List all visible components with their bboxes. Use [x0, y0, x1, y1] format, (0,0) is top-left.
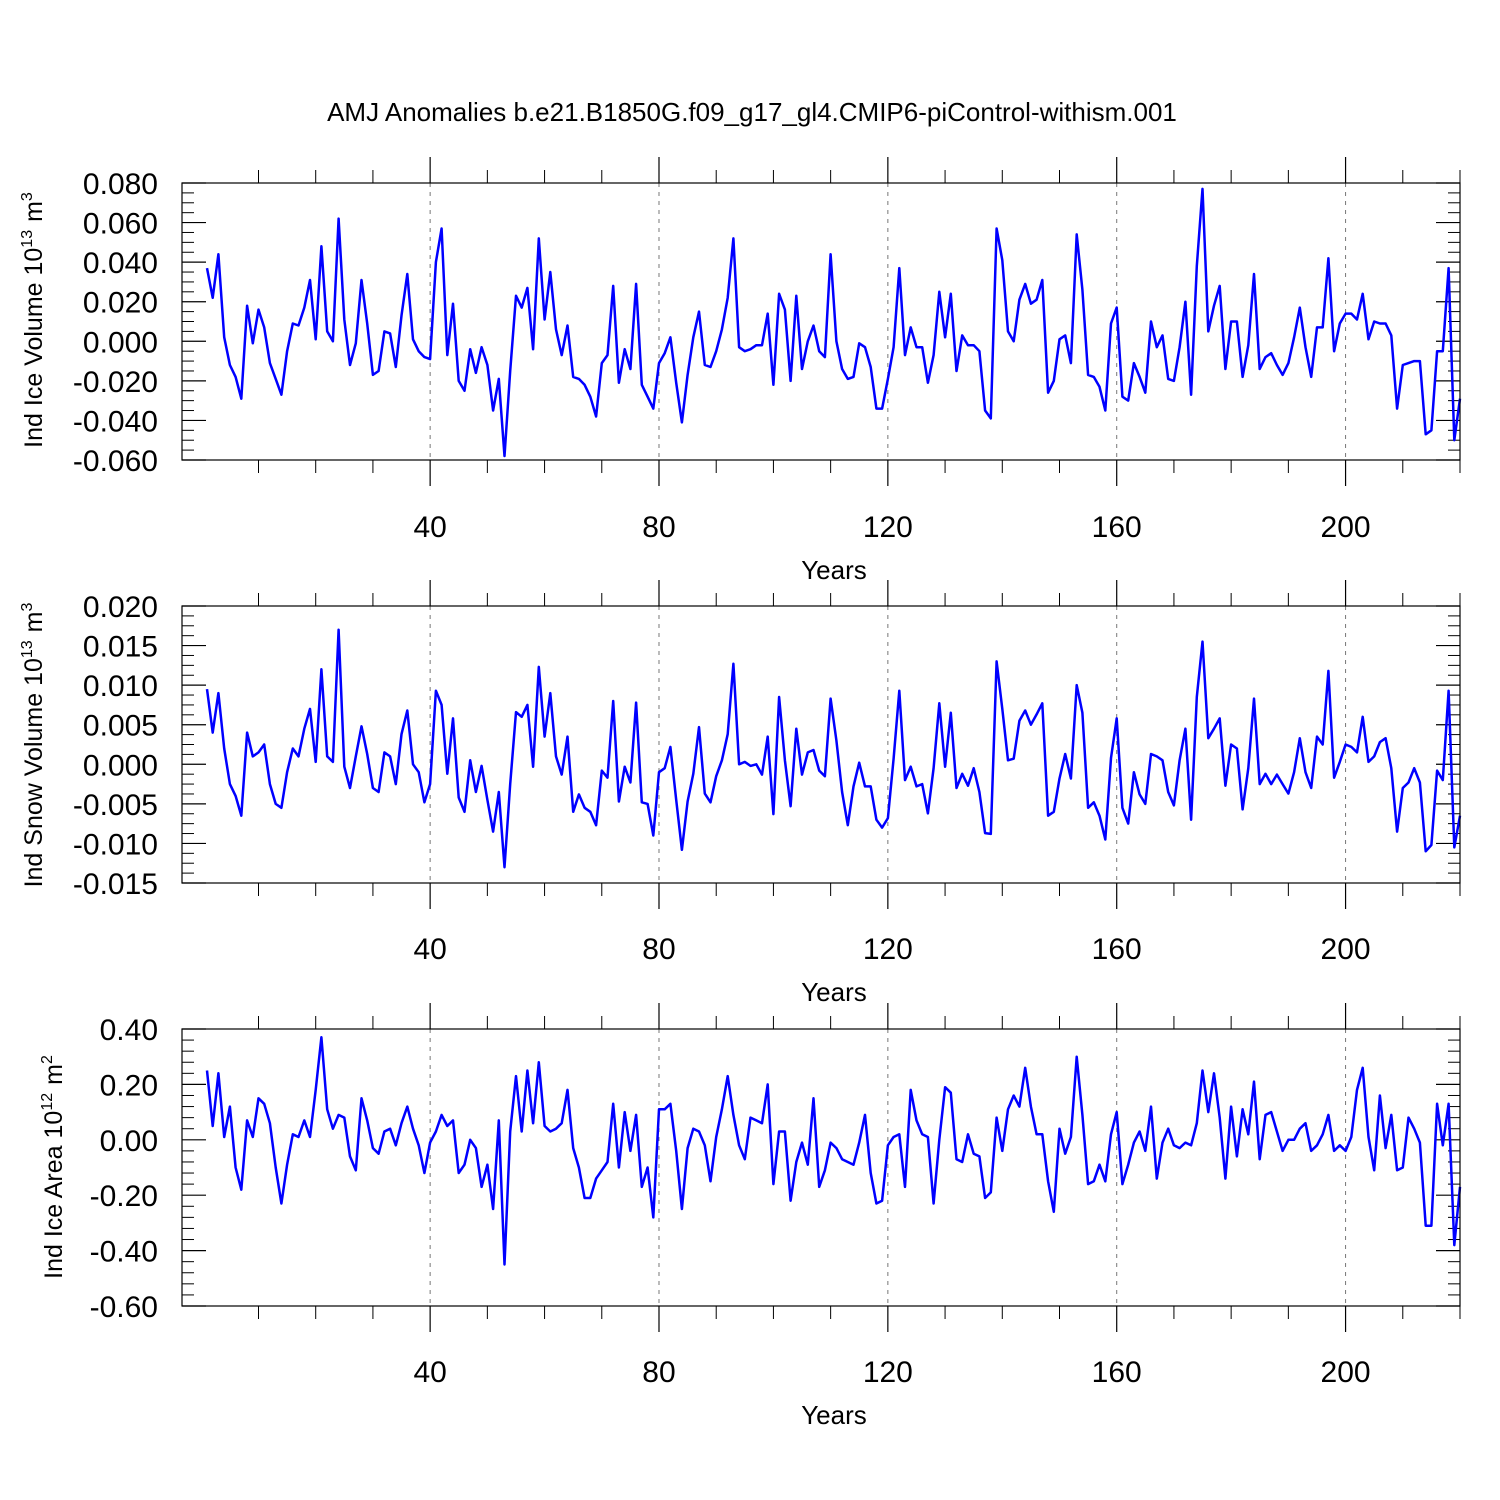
snow-volume-y-label-unit-exponent: 3 — [19, 602, 36, 611]
snow-volume-x-tick-label-120: 120 — [863, 933, 913, 966]
ice-volume-y-label-exponent: 13 — [19, 230, 36, 248]
panel-snow-volume: -0.015 -0.010 -0.005 0.000 0.005 0.010 0.015 0.… — [19, 580, 1462, 1007]
ice-volume-y-tick-label-3: 0.000 — [83, 326, 158, 359]
ice-volume-x-tick-label-200: 200 — [1321, 511, 1371, 544]
panel-snow-volume-y-tick-labels: -0.015 -0.010 -0.005 0.000 0.005 0.010 0.015 0.… — [73, 591, 158, 901]
ice-area-y-tick-label-2: -0.20 — [90, 1180, 158, 1213]
snow-volume-y-tick-label-3: 0.000 — [83, 749, 158, 782]
ice-volume-series-line — [205, 187, 1462, 458]
ice-area-y-tick-label-0: -0.60 — [90, 1291, 158, 1324]
ice-area-x-tick-label-200: 200 — [1321, 1356, 1371, 1389]
ice-area-y-tick-label-4: 0.20 — [100, 1069, 158, 1102]
snow-volume-y-tick-label-5: 0.010 — [83, 670, 158, 703]
ice-volume-y-label-unit: m — [20, 201, 48, 222]
panel-ice-volume-ticks — [182, 157, 1461, 486]
ice-area-y-label-unit: m — [40, 1064, 68, 1085]
ice-area-x-tick-label-120: 120 — [863, 1356, 913, 1389]
ice-volume-y-axis-label: Ind Ice Volume 1013 m3 — [19, 192, 48, 448]
snow-volume-y-tick-label-2: -0.005 — [73, 789, 158, 822]
ice-volume-x-tick-label-160: 160 — [1092, 511, 1142, 544]
snow-volume-y-label-unit: m — [20, 611, 48, 632]
snow-volume-y-label-text: Ind Snow Volume 10 — [20, 658, 48, 887]
snow-volume-y-tick-label-6: 0.015 — [83, 631, 158, 664]
panel-ice-volume-y-tick-labels: -0.060 -0.040 -0.020 0.000 0.020 0.040 0.060 0.… — [73, 168, 158, 478]
ice-volume-y-tick-label-6: 0.060 — [83, 208, 158, 241]
figure-title: AMJ Anomalies b.e21.B1850G.f09_g17_gl4.C… — [327, 97, 1177, 127]
ice-volume-y-label-unit-exponent: 3 — [19, 192, 36, 201]
panel-ice-area-x-tick-labels: 40 80 120 160 200 — [413, 1356, 1370, 1389]
ice-volume-y-tick-label-7: 0.080 — [83, 168, 158, 201]
ice-area-x-axis-label: Years — [801, 1400, 867, 1430]
snow-volume-y-label-exponent: 13 — [19, 640, 36, 658]
snow-volume-y-axis-label: Ind Snow Volume 1013 m3 — [19, 602, 48, 887]
ice-area-y-label-text: Ind Ice Area 10 — [40, 1111, 68, 1279]
snow-volume-y-tick-label-1: -0.010 — [73, 828, 158, 861]
ice-volume-y-tick-label-4: 0.020 — [83, 287, 158, 320]
ice-volume-x-tick-label-120: 120 — [863, 511, 913, 544]
panel-ice-area-y-tick-labels: -0.60 -0.40 -0.20 0.00 0.20 0.40 — [90, 1014, 158, 1324]
panel-ice-volume-frame — [181, 182, 1461, 461]
panel-ice-area: -0.60 -0.40 -0.20 0.00 0.20 0.40 40 80 120 160 20… — [39, 1003, 1462, 1430]
ice-volume-y-tick-label-2: -0.020 — [73, 366, 158, 399]
panel-snow-volume-frame — [181, 605, 1461, 884]
ice-volume-x-axis-label: Years — [801, 555, 867, 585]
ice-area-series-line — [205, 1036, 1462, 1266]
panel-ice-volume: -0.060 -0.040 -0.020 0.000 0.020 0.040 0.060 0.… — [19, 157, 1462, 585]
snow-volume-x-tick-label-200: 200 — [1321, 933, 1371, 966]
ice-area-y-tick-label-3: 0.00 — [100, 1125, 158, 1158]
panel-snow-volume-ticks — [182, 580, 1461, 909]
ice-area-x-tick-label-160: 160 — [1092, 1356, 1142, 1389]
ice-area-y-tick-label-5: 0.40 — [100, 1014, 158, 1047]
panel-ice-area-grid — [429, 1029, 1347, 1306]
ice-volume-y-label-text: Ind Ice Volume 10 — [20, 248, 48, 448]
ice-volume-y-tick-label-0: -0.060 — [73, 445, 158, 478]
snow-volume-y-tick-label-7: 0.020 — [83, 591, 158, 624]
snow-volume-x-tick-label-80: 80 — [642, 933, 675, 966]
ice-area-x-tick-label-80: 80 — [642, 1356, 675, 1389]
ice-area-y-tick-label-1: -0.40 — [90, 1236, 158, 1269]
ice-area-x-tick-label-40: 40 — [413, 1356, 446, 1389]
panel-snow-volume-x-tick-labels: 40 80 120 160 200 — [413, 933, 1370, 966]
ice-area-y-label-unit-exponent: 2 — [39, 1055, 56, 1064]
panel-ice-area-frame — [181, 1028, 1461, 1307]
ice-area-y-axis-label: Ind Ice Area 1012 m2 — [39, 1055, 68, 1279]
snow-volume-x-axis-label: Years — [801, 977, 867, 1007]
ice-volume-x-tick-label-40: 40 — [413, 511, 446, 544]
snow-volume-x-tick-label-160: 160 — [1092, 933, 1142, 966]
ice-volume-x-tick-label-80: 80 — [642, 511, 675, 544]
panel-ice-volume-x-tick-labels: 40 80 120 160 200 — [413, 511, 1370, 544]
snow-volume-series-line — [205, 628, 1462, 869]
snow-volume-x-tick-label-40: 40 — [413, 933, 446, 966]
snow-volume-y-tick-label-4: 0.005 — [83, 710, 158, 743]
ice-area-y-label-exponent: 12 — [39, 1093, 56, 1111]
ice-volume-y-tick-label-5: 0.040 — [83, 247, 158, 280]
ice-volume-y-tick-label-1: -0.040 — [73, 405, 158, 438]
snow-volume-y-tick-label-0: -0.015 — [73, 868, 158, 901]
